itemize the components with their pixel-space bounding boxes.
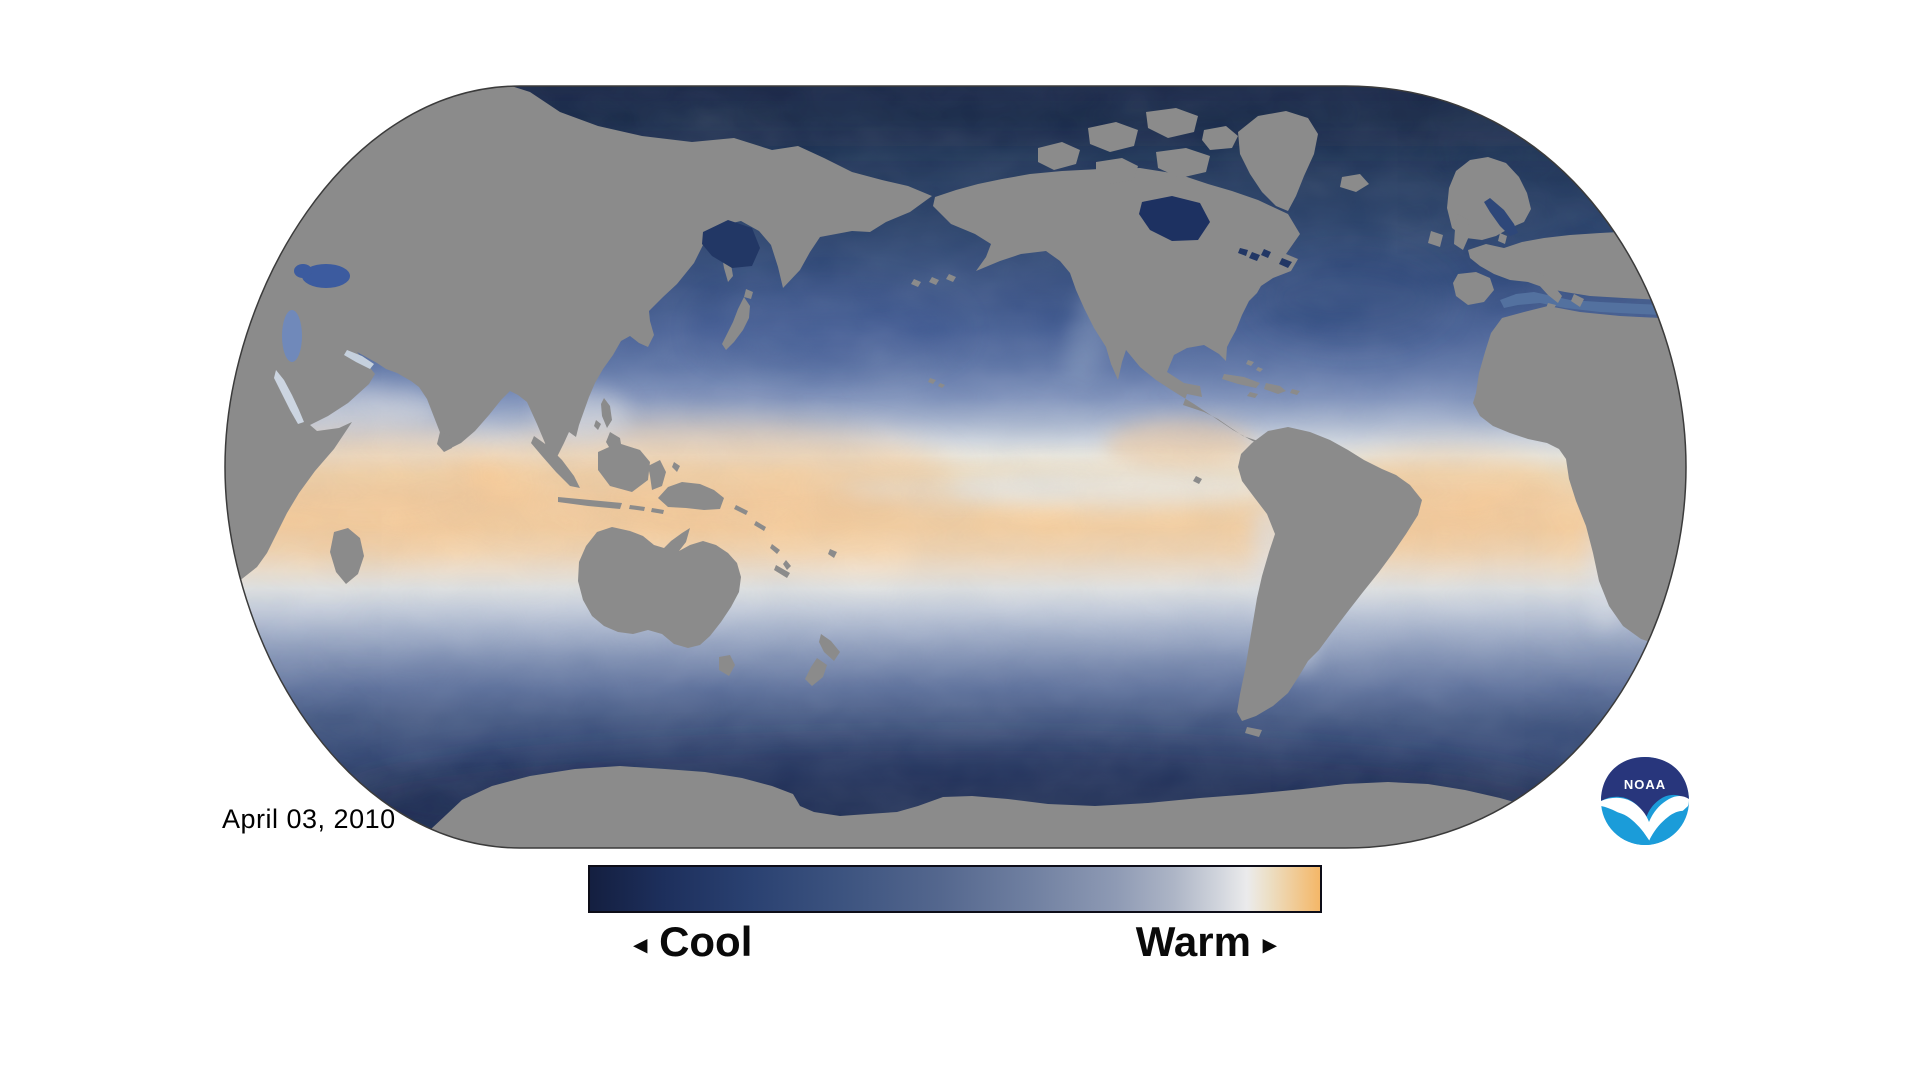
legend-warm: Warm ▸: [1136, 918, 1276, 966]
left-arrow-icon: ◂: [634, 929, 648, 959]
legend-cool-label: Cool: [659, 918, 753, 965]
island-new-guinea: [658, 482, 724, 510]
island-sulawesi: [648, 460, 666, 490]
legend-cool: ◂ Cool: [634, 918, 752, 966]
island-great-britain: [1454, 214, 1470, 250]
continent-australia: [578, 527, 741, 648]
island-philippines: [601, 398, 612, 428]
island-madagascar: [330, 528, 364, 584]
noaa-logo-sea: [1603, 810, 1687, 845]
island-new-zealand-south: [805, 658, 827, 686]
noaa-logo-fan: [1601, 757, 1689, 818]
legend-labels: ◂ Cool Warm ▸: [588, 918, 1322, 966]
date-label: April 03, 2010: [222, 804, 396, 834]
continent-antarctica: [420, 766, 1560, 848]
continent-south-america: [1237, 427, 1422, 721]
noaa-logo: NOAA: [1601, 757, 1689, 845]
continents: [225, 86, 1686, 848]
map-outline: [224, 85, 1687, 849]
inland-seas: [274, 196, 1686, 424]
arctic-islands: [1038, 142, 1080, 170]
legend-colorbar: [588, 865, 1322, 913]
noaa-logo-bird-icon: [1601, 796, 1689, 845]
peninsula-iberia: [1453, 272, 1494, 305]
island-borneo: [598, 443, 650, 492]
island-tasmania: [719, 655, 735, 676]
island-sumatra: [531, 436, 580, 488]
island-greenland: [1238, 111, 1318, 211]
map-interior: [225, 86, 1686, 848]
island-japan: [722, 297, 750, 350]
continent-eurasia-africa-left: [225, 86, 932, 582]
island-ireland: [1428, 231, 1443, 247]
legend-warm-label: Warm: [1135, 918, 1251, 965]
noaa-logo-text: NOAA: [1624, 777, 1666, 792]
island-sri-lanka: [437, 432, 452, 452]
island-new-zealand-north: [819, 634, 840, 661]
island-iceland: [1340, 174, 1369, 192]
continent-north-america: [933, 168, 1300, 446]
continent-africa-right: [1473, 306, 1686, 655]
right-arrow-icon: ▸: [1262, 929, 1276, 959]
island-java: [558, 497, 622, 509]
